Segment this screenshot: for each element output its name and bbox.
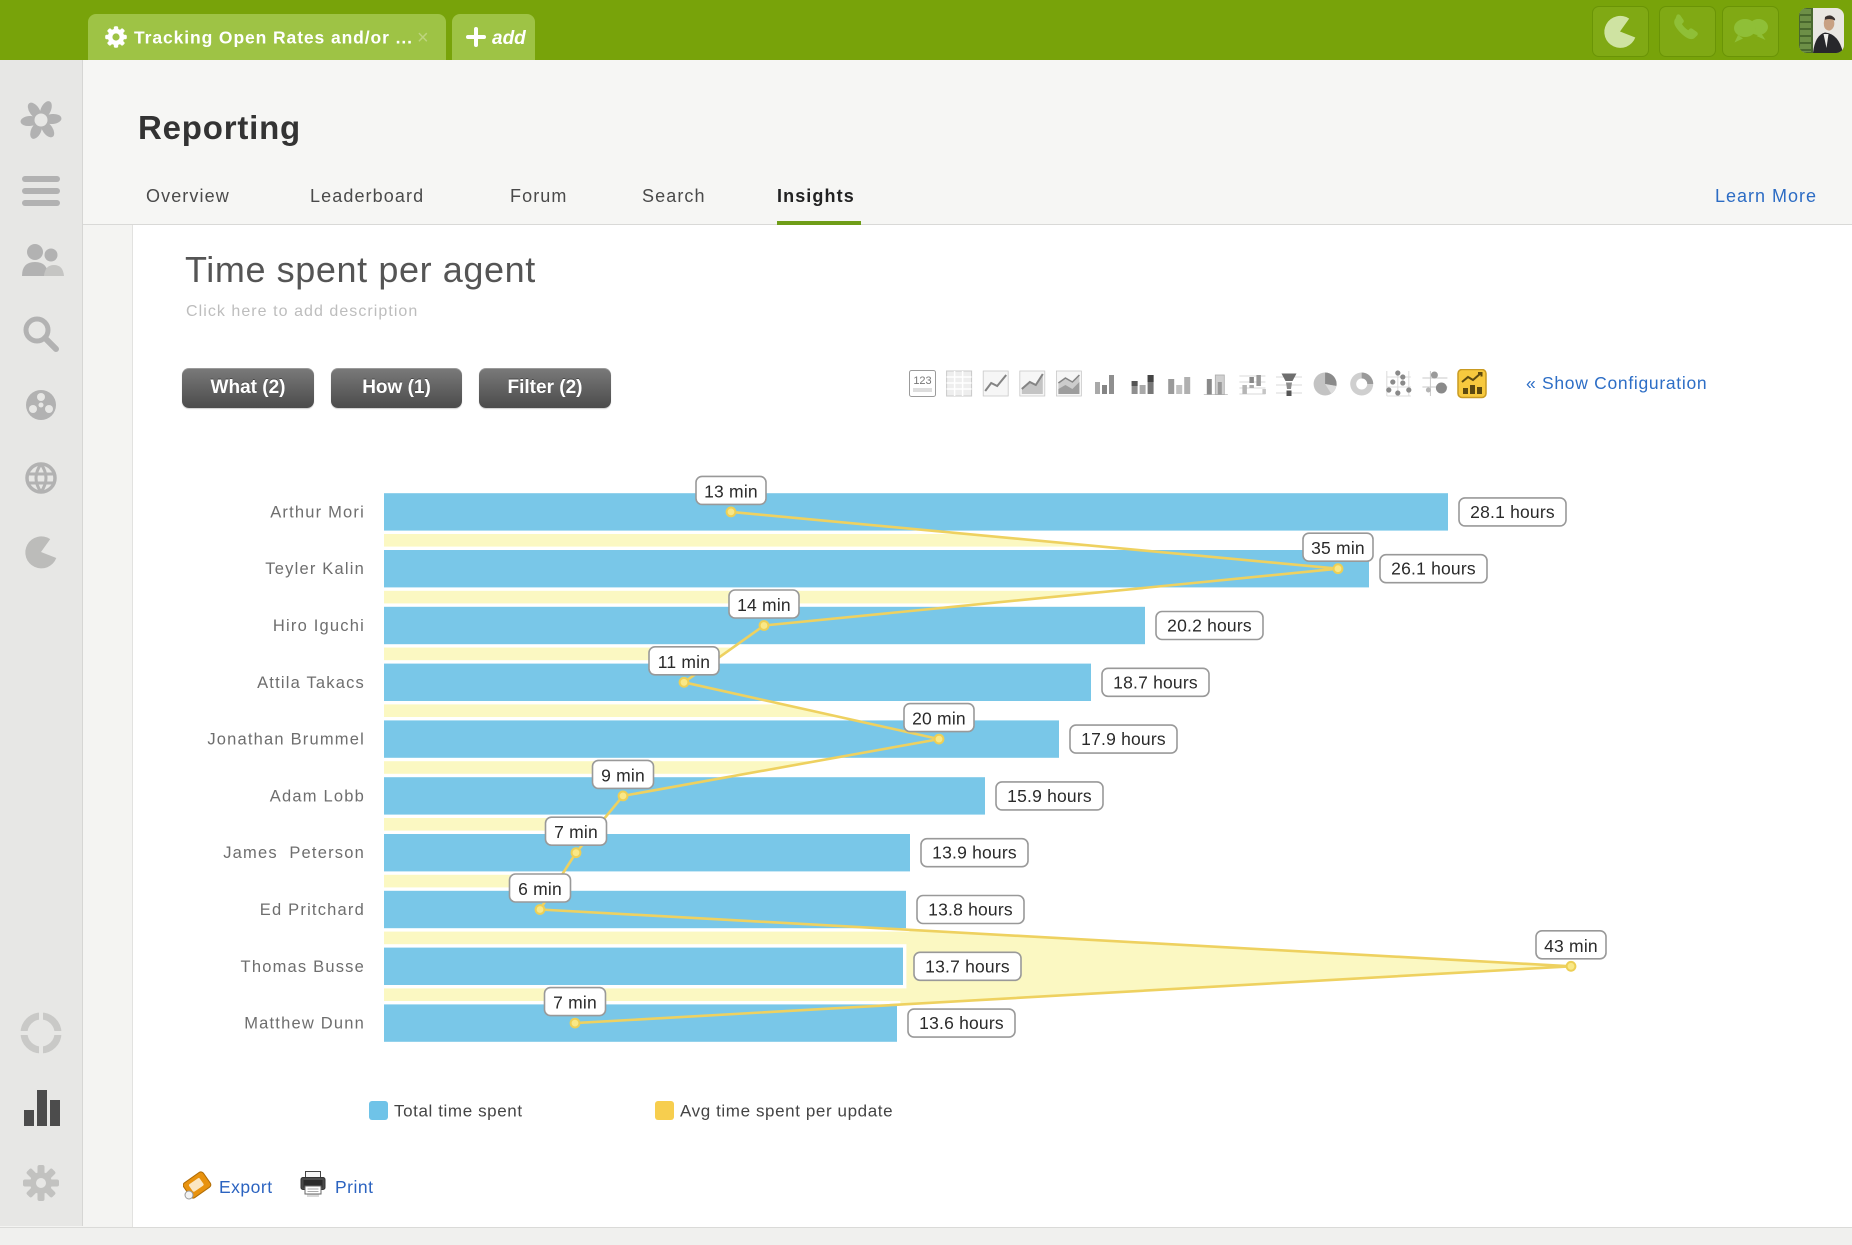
svg-text:add: add <box>492 28 526 49</box>
svg-text:15.9 hours: 15.9 hours <box>1007 786 1092 806</box>
svg-text:Avg time spent per update: Avg time spent per update <box>680 1102 893 1121</box>
svg-text:Matthew Dunn: Matthew Dunn <box>244 1015 365 1033</box>
svg-text:Adam Lobb: Adam Lobb <box>270 787 365 805</box>
svg-text:28.1 hours: 28.1 hours <box>1470 502 1555 522</box>
svg-text:Total time spent: Total time spent <box>394 1102 523 1121</box>
svg-text:35 min: 35 min <box>1311 538 1365 558</box>
svg-text:7 min: 7 min <box>553 993 597 1013</box>
svg-text:13.8 hours: 13.8 hours <box>928 900 1013 920</box>
svg-text:Jonathan Brummel: Jonathan Brummel <box>207 731 365 749</box>
svg-text:Export: Export <box>219 1177 273 1197</box>
svg-text:17.9 hours: 17.9 hours <box>1081 729 1166 749</box>
svg-text:20.2 hours: 20.2 hours <box>1167 616 1252 636</box>
svg-text:26.1 hours: 26.1 hours <box>1391 559 1476 579</box>
svg-text:×: × <box>417 27 429 49</box>
svg-text:Ed Pritchard: Ed Pritchard <box>260 901 365 919</box>
svg-text:18.7 hours: 18.7 hours <box>1113 672 1198 692</box>
svg-text:7 min: 7 min <box>554 822 598 842</box>
svg-text:9 min: 9 min <box>601 765 645 785</box>
svg-text:Arthur Mori: Arthur Mori <box>270 503 365 521</box>
svg-text:Tracking Open Rates and/or ...: Tracking Open Rates and/or ... <box>134 28 413 48</box>
svg-text:Hiro Iguchi: Hiro Iguchi <box>273 617 365 635</box>
svg-text:14 min: 14 min <box>737 595 791 615</box>
svg-text:13.6 hours: 13.6 hours <box>919 1013 1004 1033</box>
svg-text:13.9 hours: 13.9 hours <box>932 843 1017 863</box>
svg-text:11 min: 11 min <box>658 652 710 672</box>
svg-text:Print: Print <box>335 1177 373 1197</box>
svg-text:6 min: 6 min <box>518 879 562 899</box>
svg-text:123: 123 <box>913 375 931 387</box>
svg-text:20 min: 20 min <box>912 709 966 729</box>
svg-text:Attila Takacs: Attila Takacs <box>257 674 365 692</box>
svg-text:James Peterson: James Peterson <box>223 844 365 862</box>
svg-text:43 min: 43 min <box>1544 936 1598 956</box>
svg-text:13 min: 13 min <box>704 481 758 501</box>
svg-text:Teyler Kalin: Teyler Kalin <box>265 560 365 578</box>
svg-text:Thomas Busse: Thomas Busse <box>241 958 365 976</box>
svg-text:13.7 hours: 13.7 hours <box>925 956 1010 976</box>
